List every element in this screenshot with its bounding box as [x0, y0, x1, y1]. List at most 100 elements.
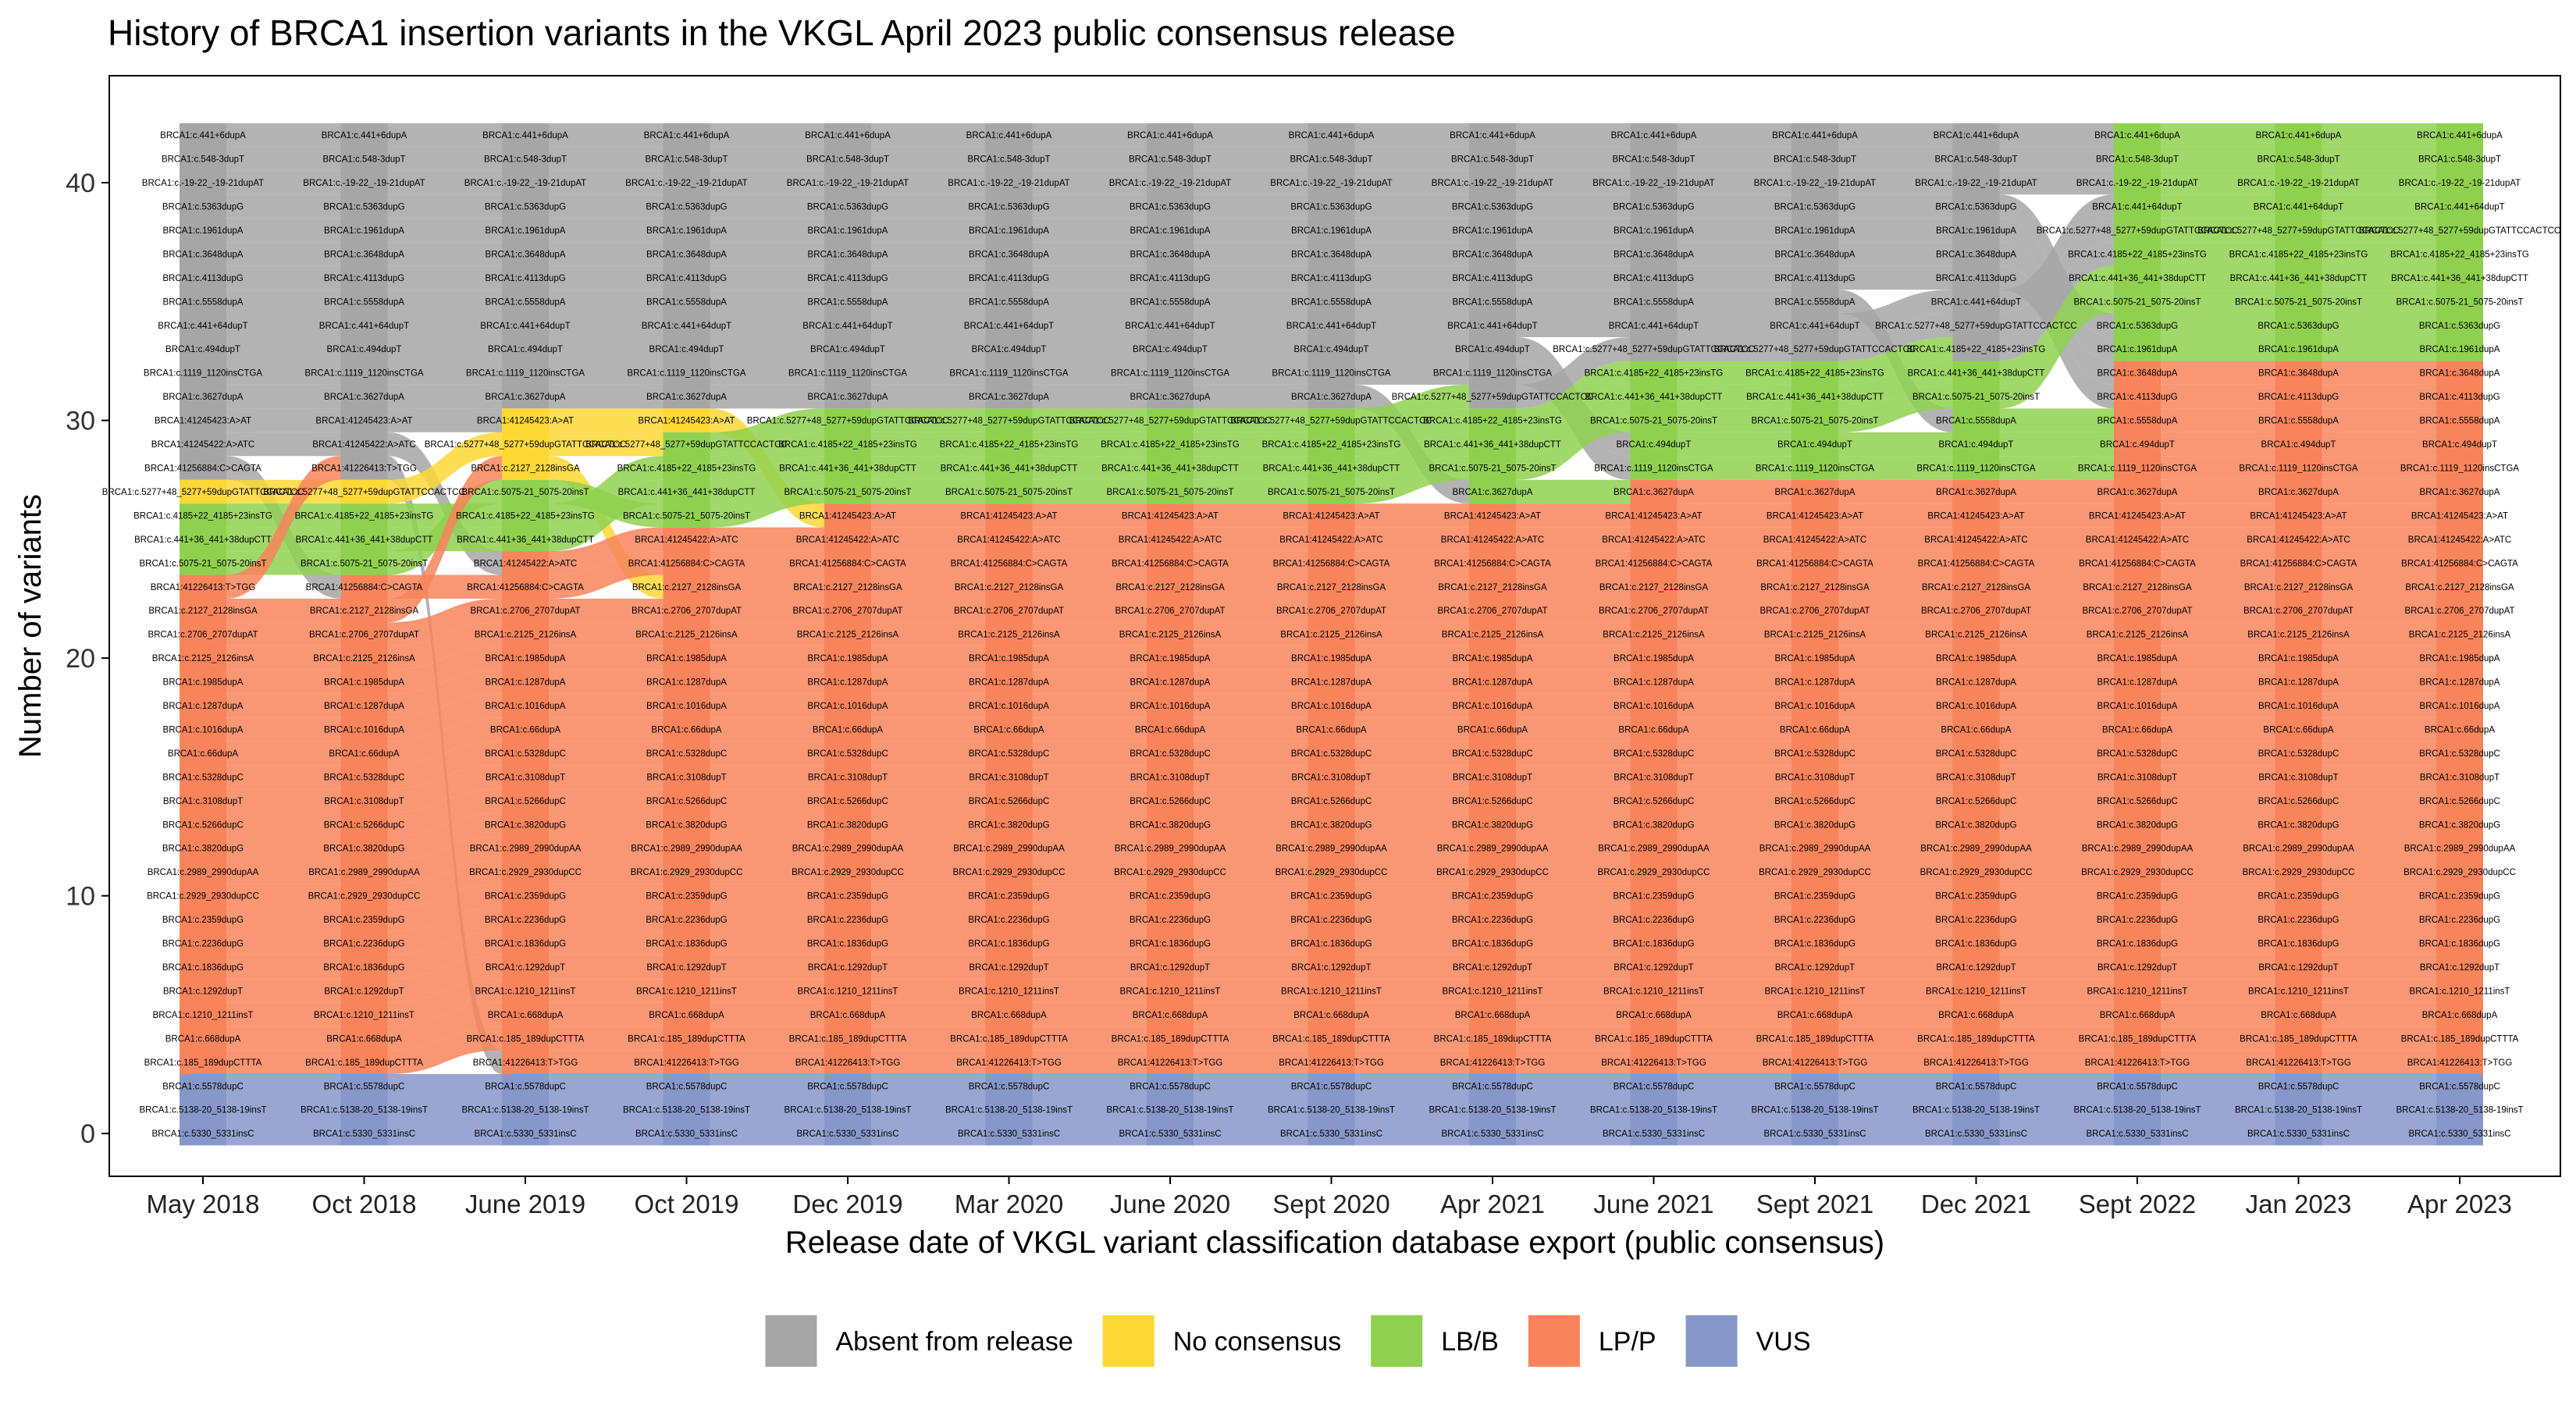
variant-label: BRCA1:c.66dupA	[2263, 725, 2333, 735]
variant-label: BRCA1:c.5330_5331insC	[1763, 1129, 1866, 1139]
flow-band	[226, 384, 341, 409]
flow-band	[1999, 813, 2114, 837]
variant-label: BRCA1:c.2127_2128insGA	[1760, 583, 1870, 592]
variant-label: BRCA1:c.494dupT	[810, 345, 885, 354]
variant-label: BRCA1:c.1961dupA	[1291, 226, 1372, 236]
variant-label: BRCA1:c.1961dupA	[969, 226, 1049, 236]
variant-label: BRCA1:c.3648dupA	[2258, 369, 2339, 379]
variant-label: BRCA1:c.2125_2126insA	[1925, 631, 2027, 640]
flow-band	[1194, 384, 1308, 409]
flow-band	[2322, 432, 2436, 457]
variant-label: BRCA1:c.1985dupA	[163, 678, 244, 688]
flow-band	[387, 265, 502, 290]
variant-label: BRCA1:c.1836dupG	[323, 963, 404, 973]
variant-label: BRCA1:c.5328dupC	[1130, 749, 1211, 759]
variant-label: BRCA1:c.1292dupT	[324, 987, 404, 996]
variant-label: BRCA1:c.1016dupA	[324, 725, 404, 735]
variant-label: BRCA1:c.548-3dupT	[1774, 155, 1856, 165]
variant-label: BRCA1:c.1119_1120insCTGA	[144, 369, 262, 379]
variant-label: BRCA1:c.5578dupC	[1130, 1082, 1211, 1091]
flow-band	[1516, 670, 1631, 694]
flow-band	[1838, 1074, 1953, 1098]
variant-label: BRCA1:c.548-3dupT	[322, 155, 405, 165]
variant-label: BRCA1:c.668dupA	[165, 1034, 241, 1044]
flow-band	[710, 1050, 824, 1075]
flow-band	[1999, 717, 2114, 742]
flow-band	[1032, 313, 1147, 337]
variant-label: BRCA1:c.2125_2126insA	[475, 631, 577, 640]
stratum-lpp	[985, 503, 1033, 1075]
stratum-lbb	[1630, 361, 1678, 480]
variant-label: BRCA1:41226413:T>TGG	[473, 1058, 578, 1068]
variant-label: BRCA1:c.548-3dupT	[162, 155, 244, 165]
flow-band	[871, 361, 986, 385]
variant-label: BRCA1:c.2989_2990dupAA	[792, 845, 904, 854]
flow-band	[226, 290, 341, 314]
stratum-lpp	[1791, 479, 1838, 1075]
flow-band	[2322, 456, 2436, 480]
flow-band	[1032, 384, 1147, 409]
variant-label: BRCA1:41245423:A>AT	[960, 511, 1057, 521]
flow-band	[2322, 1026, 2436, 1051]
flow-band	[549, 646, 664, 670]
flow-band	[1354, 361, 1469, 385]
flow-band	[1032, 290, 1147, 314]
variant-label: BRCA1:c.2989_2990dupAA	[2243, 845, 2354, 854]
flow-band	[710, 670, 824, 694]
variant-label: BRCA1:c.441+64dupT	[2092, 202, 2182, 212]
variant-label: BRCA1:c.1119_1120insCTGA	[2078, 464, 2197, 473]
flow-band	[387, 123, 502, 148]
flow-band	[1999, 859, 2114, 884]
variant-label: BRCA1:c.5330_5331insC	[151, 1129, 254, 1139]
flow-band	[1354, 813, 1469, 837]
x-axis: May 2018 Oct 2018 June 2019 Oct 2019 Dec 201…	[147, 1176, 2512, 1218]
flow-band	[1999, 170, 2114, 195]
flow-band	[1194, 313, 1308, 337]
flow-band	[2322, 670, 2436, 694]
variant-label: BRCA1:c.494dupT	[2100, 440, 2175, 450]
variant-label: BRCA1:c.2236dupG	[1130, 916, 1211, 925]
variant-label: BRCA1:c.2236dupG	[2419, 916, 2500, 925]
variant-label: BRCA1:41226413:T>TGG	[1279, 1058, 1384, 1068]
legend-item-lbb: LB/B	[1371, 1315, 1499, 1367]
flow-band	[1032, 884, 1147, 908]
variant-label: BRCA1:c.2989_2990dupAA	[1437, 845, 1549, 854]
variant-label: BRCA1:c.5266dupC	[1291, 797, 1372, 806]
stratum-absent	[502, 123, 549, 409]
variant-label: BRCA1:c.5138-20_5138-19insT	[1429, 1106, 1556, 1115]
flow-band	[1516, 955, 1631, 980]
variant-label: BRCA1:c.1985dupA	[324, 678, 404, 688]
variant-label: BRCA1:c.4185+22_4185+23insTG	[2229, 250, 2368, 259]
variant-label: BRCA1:c.5330_5331insC	[2086, 1129, 2188, 1139]
variant-label: BRCA1:c.3820dupG	[2258, 820, 2339, 830]
flow-band	[1677, 361, 1791, 385]
variant-label: BRCA1:c.1836dupG	[1613, 940, 1694, 949]
variant-label: BRCA1:c.3648dupA	[163, 250, 244, 259]
flow-band	[710, 313, 824, 337]
flow-band	[710, 527, 824, 552]
variant-label: BRCA1:c.2989_2990dupAA	[1759, 845, 1871, 854]
variant-label: BRCA1:c.4113dupG	[1936, 274, 2016, 283]
flow-band	[387, 693, 502, 742]
flow-band	[1838, 242, 1953, 266]
variant-label: BRCA1:c.1292dupT	[1130, 963, 1210, 973]
flow-band	[2322, 265, 2436, 290]
flow-band	[2161, 1121, 2275, 1146]
variant-label: BRCA1:c.1119_1120insCTGA	[1594, 464, 1713, 473]
variant-label: BRCA1:c.5138-20_5138-19insT	[1106, 1106, 1233, 1115]
flow-band	[1032, 1002, 1147, 1027]
flow-band	[226, 717, 341, 742]
flow-band	[1032, 717, 1147, 742]
variant-label: BRCA1:c.1287dupA	[486, 678, 566, 688]
variant-label: BRCA1:c.5075-21_5075-20insT	[2396, 297, 2523, 307]
variant-label: BRCA1:c.4185+22_4185+23insTG	[1423, 417, 1562, 426]
variant-label: BRCA1:41226413:T>TGG	[634, 1058, 739, 1068]
variant-label: BRCA1:c.548-3dupT	[1612, 155, 1695, 165]
variant-label: BRCA1:c.1985dupA	[969, 654, 1049, 663]
variant-label: BRCA1:c.441+6dupA	[1611, 131, 1697, 140]
variant-label: BRCA1:c.185_189dupCTTTA	[1917, 1034, 2035, 1044]
variant-label: BRCA1:c.1287dupA	[2420, 678, 2500, 688]
flow-band	[387, 194, 502, 219]
flow-band	[387, 313, 502, 337]
flow-band	[1354, 884, 1469, 908]
